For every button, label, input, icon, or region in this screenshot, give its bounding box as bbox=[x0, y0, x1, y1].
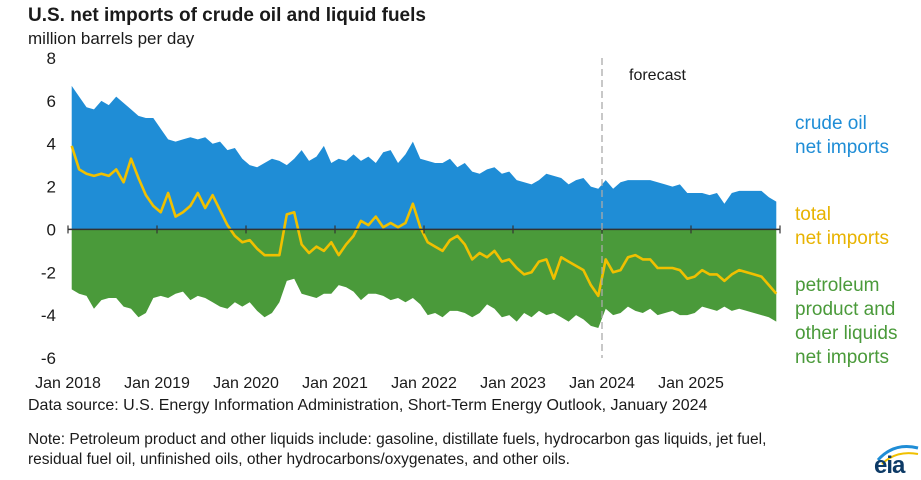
x-tick-label: Jan 2021 bbox=[302, 375, 368, 392]
x-tick-label: Jan 2023 bbox=[480, 375, 546, 392]
label-line: other liquids bbox=[795, 323, 898, 344]
y-tick-label: 4 bbox=[47, 135, 56, 154]
y-tick-label: -6 bbox=[41, 349, 56, 368]
x-tick-label: Jan 2020 bbox=[213, 375, 279, 392]
products-area bbox=[71, 229, 777, 328]
y-tick-label: 8 bbox=[47, 49, 56, 68]
y-tick-label: 2 bbox=[47, 178, 56, 197]
label-line: crude oil bbox=[795, 113, 867, 134]
label-line: net imports bbox=[795, 347, 889, 368]
y-axis-units: million barrels per day bbox=[28, 29, 195, 48]
chart-plot: -6 -4 -2 0 2 4 6 8 Jan 2018 Jan 2019 Jan 2020 Jan 2… bbox=[35, 49, 781, 392]
label-line: product and bbox=[795, 299, 896, 320]
label-line: net imports bbox=[795, 137, 889, 158]
x-tick-label: Jan 2024 bbox=[569, 375, 635, 392]
crude-oil-area bbox=[71, 85, 777, 230]
crude-oil-series-label: crude oil net imports bbox=[795, 112, 889, 160]
y-tick-label: -4 bbox=[41, 306, 56, 325]
y-tick-label: -2 bbox=[41, 263, 56, 282]
chart-title: U.S. net imports of crude oil and liquid… bbox=[28, 5, 426, 26]
axis-layer: -6 -4 -2 0 2 4 6 8 Jan 2018 Jan 2019 Jan 2020 Jan 2… bbox=[35, 49, 781, 392]
x-tick-label: Jan 2018 bbox=[35, 375, 101, 392]
y-tick-label: 6 bbox=[47, 92, 56, 111]
products-series-label: petroleum product and other liquids net … bbox=[795, 274, 897, 370]
total-series-label: total net imports bbox=[795, 203, 889, 251]
logo-text: eia bbox=[874, 452, 905, 479]
total-line bbox=[70, 145, 778, 298]
label-line: total bbox=[795, 204, 831, 225]
data-source: Data source: U.S. Energy Information Adm… bbox=[28, 397, 708, 414]
forecast-label: forecast bbox=[629, 67, 686, 84]
label-line: petroleum bbox=[795, 275, 880, 296]
area-layer bbox=[71, 85, 777, 328]
eia-logo[interactable]: eia bbox=[872, 438, 921, 479]
x-tick-label: Jan 2019 bbox=[124, 375, 190, 392]
chart-note: Note: Petroleum product and other liquid… bbox=[28, 431, 767, 468]
logo-arc-icon bbox=[876, 445, 919, 465]
line-layer bbox=[70, 145, 778, 298]
x-tick-label: Jan 2022 bbox=[391, 375, 457, 392]
label-line: net imports bbox=[795, 228, 889, 249]
y-tick-label: 0 bbox=[47, 220, 56, 239]
x-tick-label: Jan 2025 bbox=[658, 375, 724, 392]
